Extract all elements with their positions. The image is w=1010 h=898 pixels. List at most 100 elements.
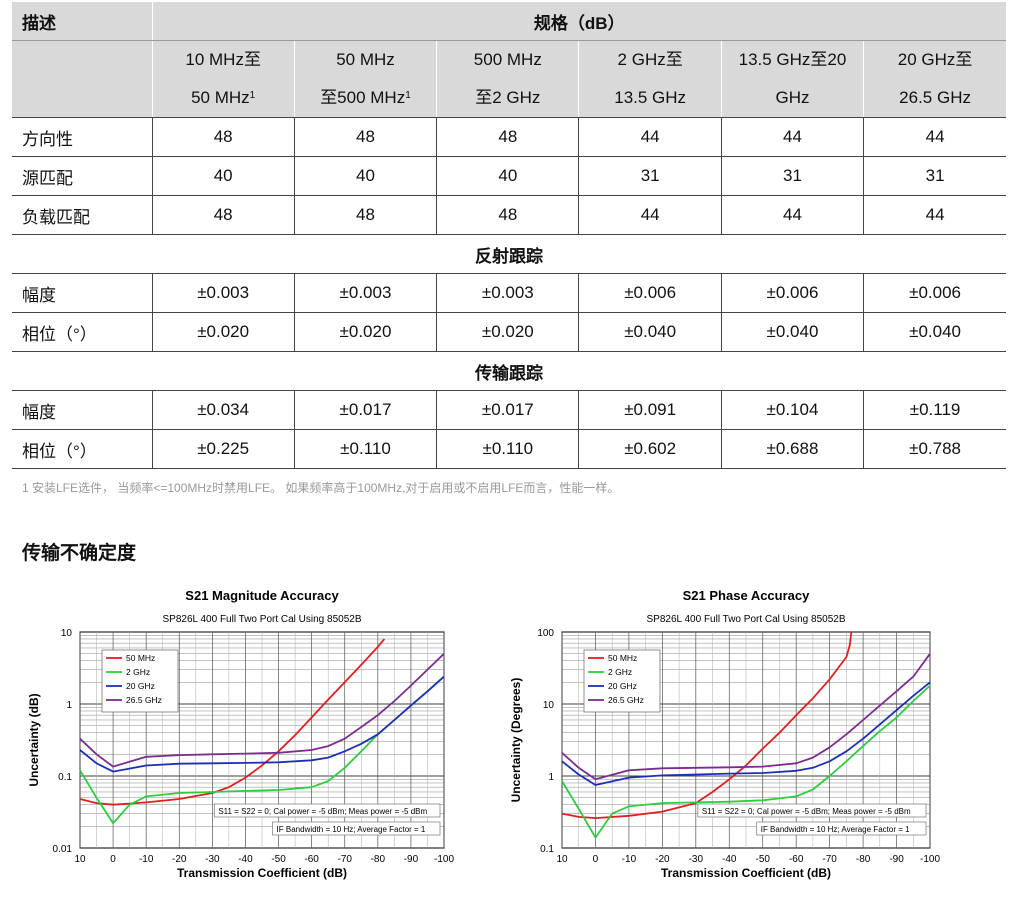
freq-line1: 2 GHz至 — [617, 50, 683, 69]
series-line — [561, 684, 931, 839]
x-tick-label: -90 — [889, 854, 904, 865]
table-cell: 44 — [720, 195, 864, 235]
table-cell: ±0.110 — [293, 429, 437, 469]
x-tick-label: -70 — [822, 854, 837, 865]
x-tick-label: -20 — [655, 854, 670, 865]
freq-line1: 500 MHz — [473, 50, 542, 69]
table-cell: ±0.119 — [863, 390, 1006, 430]
frequency-column-header: 500 MHz 至2 GHz — [436, 40, 579, 118]
spec-header: 规格（dB） — [151, 2, 1006, 41]
table-row: 方向性 48 48 48 44 44 44 — [12, 117, 1006, 157]
x-tick-label: -20 — [172, 854, 187, 865]
y-axis-label: Uncertainty (dB) — [27, 693, 41, 786]
x-tick-label: -50 — [271, 854, 286, 865]
legend-label: 50 MHz — [608, 653, 637, 663]
chart-subtitle: SP826L 400 Full Two Port Cal Using 85052… — [162, 614, 361, 625]
table-cell: 48 — [293, 117, 437, 157]
legend-label: 20 GHz — [608, 681, 637, 691]
legend — [583, 649, 661, 713]
frequency-column-header: 2 GHz至 13.5 GHz — [578, 40, 722, 118]
spec-table: 描述 规格（dB） 10 MHz至 50 MHz1 50 MHz 至500 MHz1 500… — [12, 2, 1006, 469]
table-cell: ±0.788 — [863, 429, 1006, 469]
table-cell: 44 — [720, 117, 864, 157]
frequency-column-header: 13.5 GHz至20 GHz — [720, 40, 864, 118]
y-tick-label: 0.1 — [540, 844, 554, 855]
y-tick-label: 100 — [537, 628, 554, 639]
magnitude-accuracy-chart: S21 Magnitude Accuracy SP826L 400 Full Tw… — [27, 588, 454, 880]
table-row: 源匹配 40 40 40 31 31 31 — [12, 156, 1006, 196]
table-cell: 40 — [151, 156, 295, 196]
row-label: 相位（°） — [12, 429, 152, 469]
freq-line2: 13.5 GHz — [579, 79, 720, 117]
table-cell: 31 — [863, 156, 1006, 196]
x-tick-label: -100 — [920, 854, 940, 865]
x-tick-label: -90 — [404, 854, 419, 865]
legend-label: 50 MHz — [126, 653, 155, 663]
series-line — [561, 681, 931, 786]
freq-line2: GHz — [722, 79, 863, 117]
note-box — [756, 821, 927, 836]
freq-line2-text: 50 MHz — [191, 88, 250, 107]
note-text: IF Bandwidth = 10 Hz; Average Factor = 1 — [277, 825, 426, 834]
freq-line2: 至2 GHz — [437, 79, 578, 117]
table-cell: ±0.602 — [578, 429, 722, 469]
table-cell: 48 — [436, 195, 579, 235]
note-text: IF Bandwidth = 10 Hz; Average Factor = 1 — [761, 825, 910, 834]
note-box — [697, 803, 927, 818]
table-cell: ±0.110 — [436, 429, 579, 469]
x-tick-label: -40 — [238, 854, 253, 865]
table-cell: ±0.006 — [578, 273, 722, 313]
row-label: 幅度 — [12, 273, 152, 313]
y-tick-label: 10 — [543, 700, 555, 711]
table-cell: ±0.020 — [293, 312, 437, 352]
freq-line1: 10 MHz至 — [185, 50, 261, 69]
x-tick-label: -40 — [722, 854, 737, 865]
table-cell: 31 — [578, 156, 722, 196]
series-line — [79, 653, 445, 768]
series-line — [561, 653, 931, 781]
table-cell: 44 — [578, 117, 722, 157]
x-tick-label: -60 — [304, 854, 319, 865]
y-tick-label: 10 — [61, 628, 73, 639]
freq-line2-text: 13.5 GHz — [614, 88, 687, 107]
section-label: 传输跟踪 — [12, 351, 1006, 391]
note-box — [213, 803, 441, 818]
table-cell: 31 — [720, 156, 864, 196]
table-cell: 40 — [436, 156, 579, 196]
legend-label: 2 GHz — [608, 667, 632, 677]
legend-label: 26.5 GHz — [608, 695, 644, 705]
frequency-column-header: 20 GHz至 26.5 GHz — [863, 40, 1006, 118]
row-label: 方向性 — [12, 117, 152, 157]
table-cell: 44 — [863, 195, 1006, 235]
row-label: 源匹配 — [12, 156, 152, 196]
y-tick-label: 0.01 — [53, 844, 73, 855]
chart-subtitle: SP826L 400 Full Two Port Cal Using 85052… — [646, 614, 845, 625]
x-tick-label: -30 — [205, 854, 220, 865]
x-tick-label: -30 — [689, 854, 704, 865]
freq-line2-text: 至2 GHz — [475, 88, 541, 107]
phase-accuracy-chart: S21 Phase Accuracy SP826L 400 Full Two Po… — [510, 588, 940, 880]
row-label: 相位（°） — [12, 312, 152, 352]
note-text: S11 = S22 = 0; Cal power = -5 dBm; Meas … — [702, 807, 911, 816]
legend — [101, 649, 179, 713]
legend-label: 20 GHz — [126, 681, 155, 691]
footnote: 1 安装LFE选件， 当频率<=100MHz时禁用LFE。 如果频率高于100M… — [22, 481, 620, 495]
y-axis-label: Uncertainty (Degrees) — [510, 678, 523, 803]
x-tick-label: -10 — [622, 854, 637, 865]
freq-line2-text: 至500 MHz — [320, 88, 406, 107]
x-tick-label: -80 — [856, 854, 871, 865]
x-axis-label: Transmission Coefficient (dB) — [661, 866, 831, 880]
series-line — [79, 675, 445, 773]
table-row: 相位（°） ±0.225 ±0.110 ±0.110 ±0.602 ±0.688 ±0.78… — [12, 429, 1006, 469]
x-tick-label: -80 — [371, 854, 386, 865]
table-cell: ±0.017 — [436, 390, 579, 430]
freq-line2: 至500 MHz1 — [295, 79, 436, 117]
table-cell: ±0.040 — [863, 312, 1006, 352]
table-cell: ±0.225 — [151, 429, 295, 469]
freq-line2-text: 26.5 GHz — [899, 88, 971, 107]
series-line — [79, 638, 386, 806]
table-cell: ±0.020 — [151, 312, 295, 352]
row-label: 负载匹配 — [12, 195, 152, 235]
x-tick-label: 10 — [74, 854, 86, 865]
table-cell: ±0.104 — [720, 390, 864, 430]
